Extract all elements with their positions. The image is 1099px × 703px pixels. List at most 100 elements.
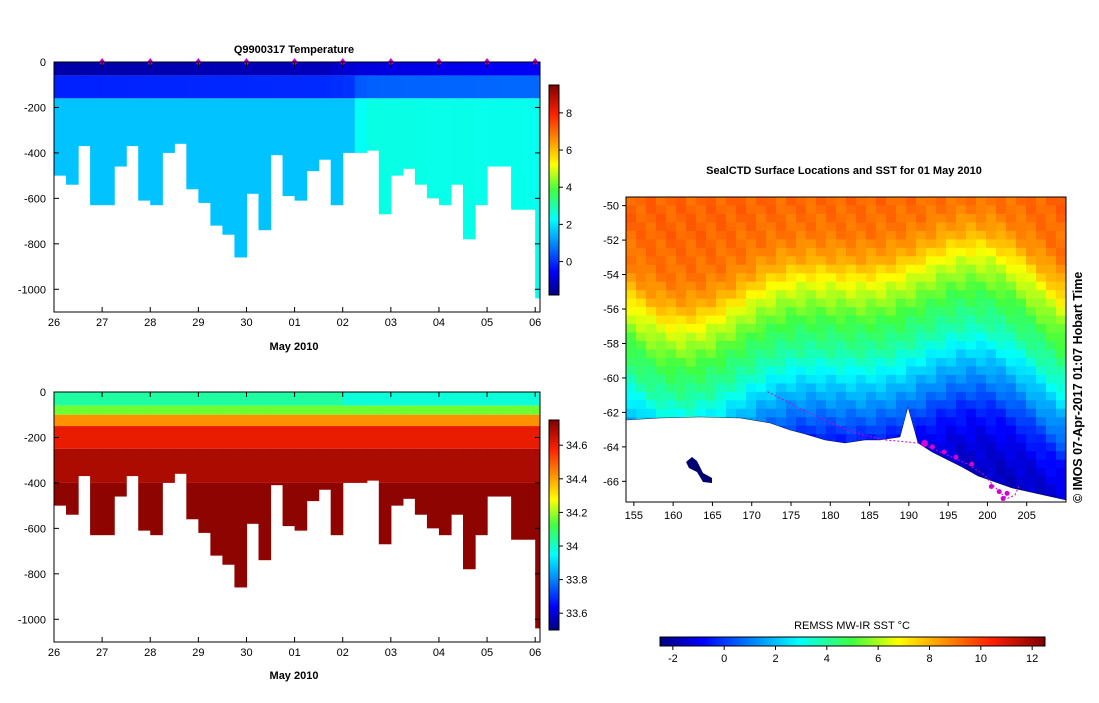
sst-cell [736,357,747,368]
sst-cell [786,324,797,334]
sst-cell [986,451,997,461]
salinity-cell [438,405,452,415]
sst-cell [766,205,777,215]
sst-cell [796,213,807,224]
sst-cell [886,315,897,325]
sst-cell [656,408,667,418]
sst-cell [776,290,787,300]
sst-cell [776,273,787,283]
sst-cell [686,281,697,291]
sst-cell [806,349,817,359]
sst-cell [1046,281,1057,291]
temperature-cell [402,62,416,76]
salinity-cell [378,405,392,415]
sst-cell [1026,366,1037,376]
sst-cell [746,383,757,393]
sst-cell [1026,485,1037,495]
sst-cell [726,315,737,325]
sst-cell [676,239,687,249]
sst-cell [836,222,847,232]
salinity-cell [342,392,356,406]
sst-cell [966,442,977,452]
salinity-cell [463,414,476,427]
salinity-cell [138,482,151,531]
sst-cell [676,298,687,308]
sst-cell [846,230,857,240]
salinity-cell [438,448,452,483]
sst-cell [1006,247,1017,257]
sst-cell [1046,307,1057,317]
sst-cell [886,374,897,384]
sst-cell [926,374,937,384]
sst-cell [966,341,977,351]
sst-cell [696,205,707,215]
temperature-cell [523,62,536,76]
salinity-cell [210,405,224,415]
temperature-cell [138,62,151,76]
salinity-cell [126,414,139,427]
sst-cell [896,213,907,224]
salinity-cell [174,414,187,427]
sst-cell [666,307,677,317]
sst-cell [786,357,797,368]
sst-cell [1056,264,1066,274]
sst-cell [876,264,887,274]
map-y-tick-label: -52 [603,235,619,247]
sst-cell [946,239,957,249]
salinity-cell [270,405,284,415]
sst-cell [626,307,637,317]
sst-cell [716,281,727,291]
sst-cell [646,408,657,418]
sst-cell [886,391,897,401]
salinity-cell [378,426,392,449]
sst-cell [816,307,827,317]
sst-cell [906,298,917,308]
sst-cell [746,213,757,224]
sst-cell [1056,468,1066,478]
sst-cell [766,307,777,317]
sst-cell [916,324,927,334]
sst-cell [926,239,937,249]
sst-cell [756,264,767,274]
salinity-cell [475,448,488,483]
sst-cell [666,374,677,384]
sst-cell [666,264,677,274]
map-y-tick-label: -62 [603,407,619,419]
sst-cell [906,239,917,249]
temperature-cell [523,98,536,210]
sst-cell [626,298,637,308]
sst-cell [636,213,647,224]
sst-cell [826,357,837,368]
sst-cell [706,341,717,351]
sst-cell [816,391,827,401]
sst-cell [956,247,967,257]
sst-cell [1036,357,1047,368]
sst-cell [696,391,707,401]
sst-colorbar-tick-label: 8 [926,653,932,665]
salinity-cell [366,405,380,415]
sst-cell [946,349,957,359]
sst-cell [936,391,947,401]
sst-cell [936,197,947,207]
sst-cell [816,349,827,359]
sst-cell [896,400,907,410]
sst-cell [946,417,957,427]
sst-cell [726,400,737,410]
sst-cell [1056,341,1066,351]
sst-cell [936,425,947,435]
sst-cell [896,197,907,207]
colorbar-tick-label: 33.6 [566,608,587,620]
sst-cell [1036,366,1047,376]
sst-cell [936,434,947,444]
sst-cell [916,256,927,266]
sst-cell [976,290,987,300]
surface-locations [921,439,1010,502]
sst-cell [856,374,867,384]
sst-cell [666,357,677,368]
sst-cell [1056,383,1066,393]
temperature-cell [258,62,272,76]
sst-cell [856,400,867,410]
sst-cell [866,434,877,444]
sst-cell [966,357,977,368]
salinity-cell [390,482,404,506]
